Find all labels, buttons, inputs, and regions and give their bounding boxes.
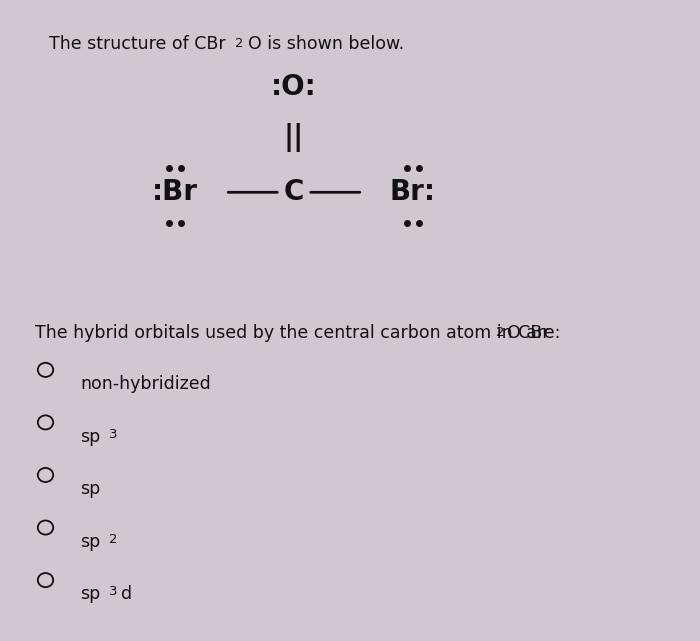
Text: 2: 2 — [234, 37, 243, 50]
Text: O are:: O are: — [507, 324, 560, 342]
Text: Br:: Br: — [390, 178, 436, 206]
Text: :Br: :Br — [152, 178, 198, 206]
Text: C: C — [284, 178, 304, 206]
Text: 3: 3 — [108, 585, 117, 598]
Text: sp: sp — [80, 480, 101, 498]
Text: :O:: :O: — [271, 72, 317, 101]
Text: 2: 2 — [496, 326, 504, 338]
Text: non-hybridized: non-hybridized — [80, 375, 211, 393]
Text: sp: sp — [80, 585, 101, 603]
Text: 3: 3 — [108, 428, 117, 440]
Text: sp: sp — [80, 533, 101, 551]
Text: 2: 2 — [108, 533, 117, 545]
Text: The structure of CBr: The structure of CBr — [49, 35, 225, 53]
Text: d: d — [121, 585, 132, 603]
Text: The hybrid orbitals used by the central carbon atom in CBr: The hybrid orbitals used by the central … — [35, 324, 550, 342]
Text: ||: || — [284, 123, 304, 153]
Text: O is shown below.: O is shown below. — [248, 35, 405, 53]
Text: sp: sp — [80, 428, 101, 445]
